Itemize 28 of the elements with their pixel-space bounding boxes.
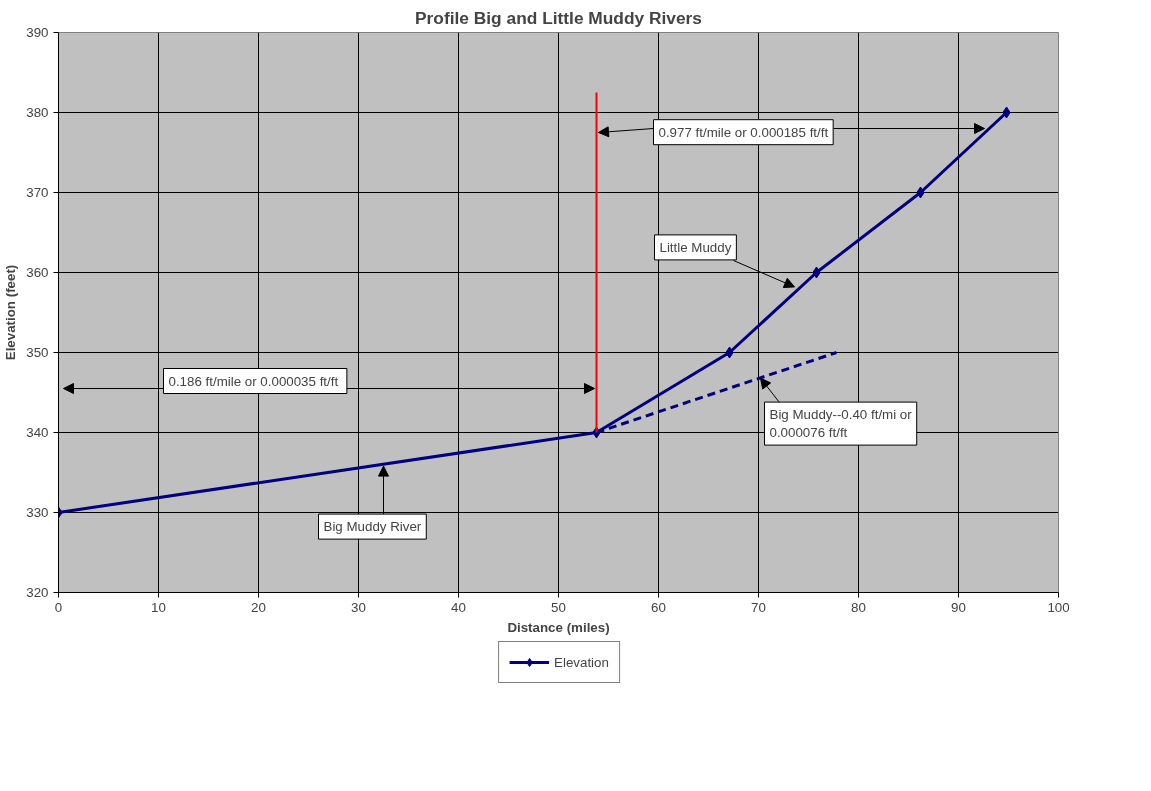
annotation: 0.977 ft/mile or 0.000185 ft/ft xyxy=(658,124,829,140)
x-tick-label: 0 xyxy=(54,599,63,615)
x-tick-label: 50 xyxy=(551,599,566,615)
x-tick-label: 20 xyxy=(251,599,266,615)
annotation: Big Muddy--0.40 ft/mi or 0.000076 ft/ft xyxy=(769,407,913,441)
legend-label: Elevation xyxy=(554,654,609,670)
y-tick-label: 360 xyxy=(26,265,49,280)
x-tick-label: 10 xyxy=(151,599,166,615)
x-axis-title: Distance (miles) xyxy=(507,619,610,635)
y-tick-label: 370 xyxy=(26,185,49,200)
chart-title: Profile Big and Little Muddy Rivers xyxy=(415,7,702,28)
annotation: Big Muddy River xyxy=(323,519,422,535)
x-tick-label: 30 xyxy=(351,599,366,615)
y-tick-label: 320 xyxy=(26,585,49,600)
x-tick-label: 80 xyxy=(851,599,866,615)
x-tick-label: 100 xyxy=(1047,599,1070,615)
annotation: 0.186 ft/mile or 0.000035 ft/ft xyxy=(168,373,339,389)
y-tick-label: 330 xyxy=(26,505,49,520)
annotation: Little Muddy xyxy=(659,239,732,255)
y-tick-label: 390 xyxy=(26,25,49,40)
y-tick-label: 340 xyxy=(26,425,49,440)
x-tick-label: 90 xyxy=(951,599,966,615)
x-tick-label: 60 xyxy=(651,599,666,615)
y-axis-title: Elevation (feet) xyxy=(3,264,19,361)
y-tick-label: 350 xyxy=(26,345,49,360)
y-tick-label: 380 xyxy=(26,105,49,120)
x-tick-label: 70 xyxy=(751,599,766,615)
x-tick-label: 40 xyxy=(451,599,466,615)
